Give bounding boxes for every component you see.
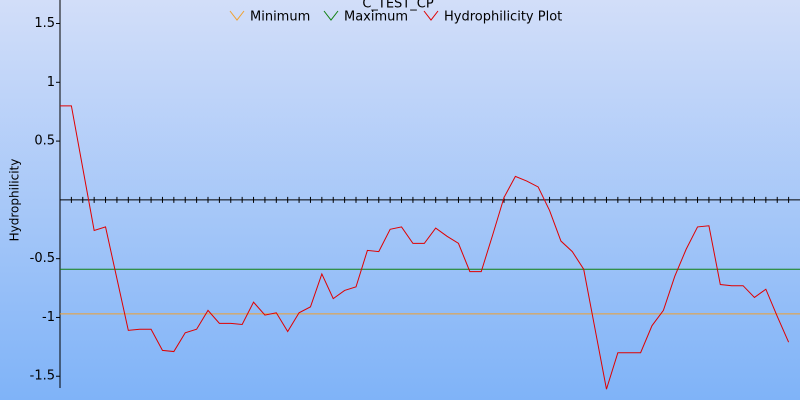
legend-label: Maximum: [344, 10, 408, 25]
legend-icon: [229, 10, 245, 21]
legend-label: Hydrophilicity Plot: [444, 10, 562, 25]
y-tick-label: -1: [42, 310, 55, 325]
y-tick-label: 1.5: [34, 16, 55, 31]
legend-icon: [423, 10, 439, 21]
legend-label: Minimum: [250, 10, 310, 25]
y-axis-label: Hydrophilicity: [8, 159, 22, 242]
y-tick-label: -0.5: [30, 251, 55, 266]
legend-icon: [323, 10, 339, 21]
y-tick-label: 0.5: [34, 134, 55, 149]
y-tick-label: 1: [47, 75, 55, 90]
chart-title: C_TEST_CP: [362, 0, 434, 12]
y-tick-label: -1.5: [30, 369, 55, 384]
hydrophilicity-line: [60, 105, 790, 390]
